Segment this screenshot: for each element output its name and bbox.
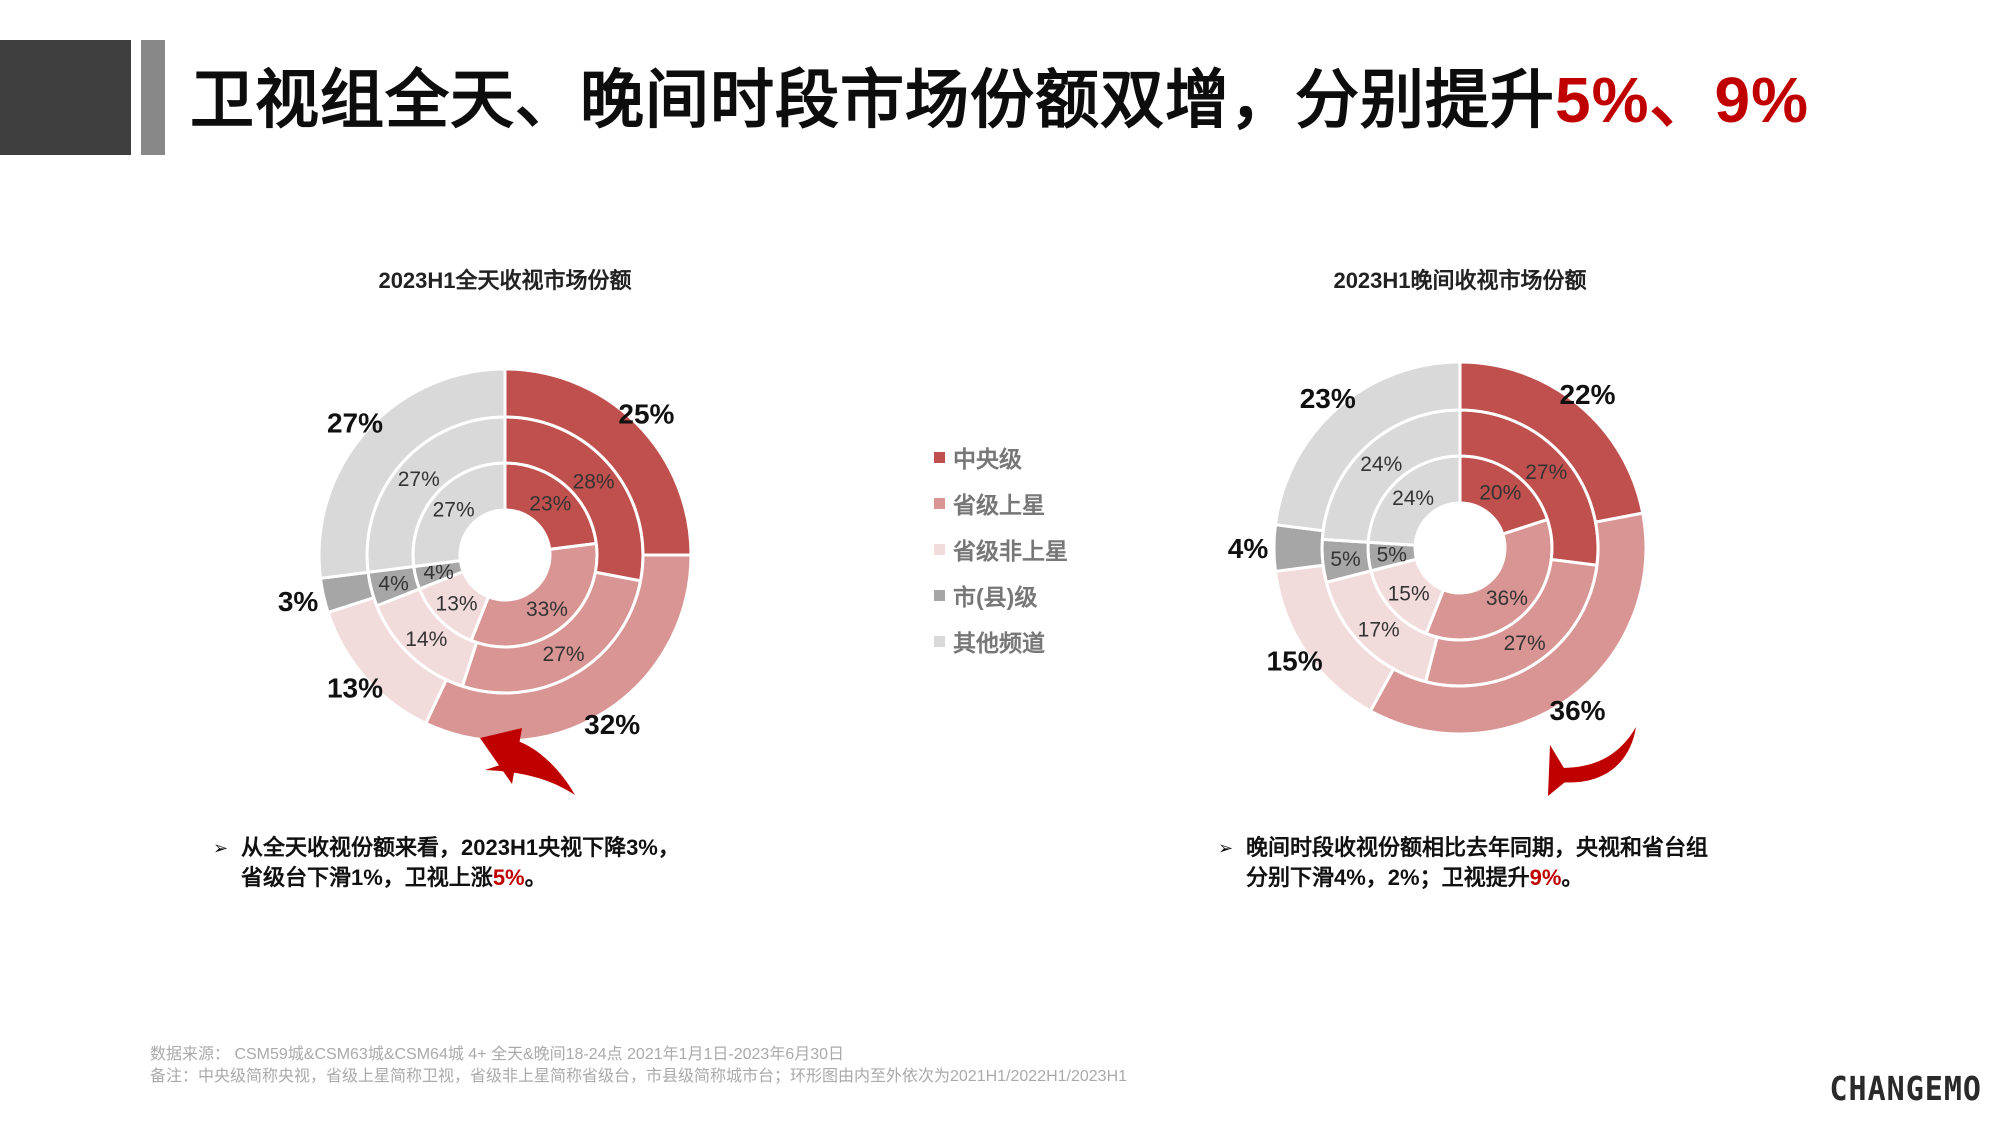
note-highlight: 9% (1529, 865, 1562, 890)
slice-label: 14% (405, 628, 447, 651)
note-text: 。 (524, 865, 547, 890)
slice-label: 4% (1228, 533, 1269, 564)
curved-arrow-right (1560, 727, 1636, 783)
slice-label: 28% (573, 471, 615, 494)
donut-slice (317, 367, 507, 580)
chart-title: 2023H1全天收视市场份额 (378, 268, 631, 293)
slice-label: 20% (1479, 482, 1521, 505)
slice-label: 3% (278, 586, 319, 617)
note-evening: ➢ 晚间时段收视份额相比去年同期，央视和省台组 分别下滑4%，2%；卫视提升9%… (1218, 833, 1708, 893)
legend-item: 市(县)级 (934, 572, 1068, 618)
legend-label: 中央级 (953, 446, 1022, 472)
legend-item: 中央级 (934, 434, 1068, 480)
slice-label: 23% (529, 493, 571, 516)
slice-label: 25% (618, 399, 674, 430)
legend-swatch (934, 589, 945, 601)
slice-label: 24% (1360, 453, 1402, 476)
slice-label: 23% (1300, 383, 1356, 414)
slice-label: 27% (543, 643, 585, 666)
note-line: 省级台下滑1%，卫视上涨5%。 (241, 863, 680, 893)
note-all-day: ➢ 从全天收视份额来看，2023H1央视下降3%， 省级台下滑1%，卫视上涨5%… (213, 833, 680, 893)
slice-label: 27% (327, 408, 383, 439)
note-line: 从全天收视份额来看，2023H1央视下降3%， (241, 835, 680, 860)
page-title-main: 卫视组全天、晚间时段市场份额双增，分别提升 (190, 64, 1555, 136)
brand-logo: CHANGEMO (1829, 1070, 1982, 1109)
slice-label: 27% (1504, 632, 1546, 655)
note-highlight: 5% (492, 865, 525, 890)
slice-label: 4% (423, 561, 453, 584)
slice-label: 13% (436, 592, 478, 615)
note-text: 。 (1561, 865, 1584, 890)
curved-arrow-right-head (1548, 745, 1570, 796)
title-accent-block (0, 40, 131, 155)
slice-label: 32% (584, 709, 640, 740)
note-text: 分别下滑4%，2%；卫视提升 (1246, 865, 1530, 890)
donut-slice (1272, 523, 1325, 573)
note-line: 晚间时段收视份额相比去年同期，央视和省台组 (1246, 835, 1709, 860)
page-title-highlight: 5%、9% (1555, 64, 1809, 136)
slice-label: 27% (398, 468, 440, 491)
footer-remark: 备注：中央级简称央视，省级上星简称卫视，省级非上星简称省级台，市县级简称城市台；… (150, 1068, 1128, 1085)
page-title: 卫视组全天、晚间时段市场份额双增，分别提升5%、9% (190, 58, 1809, 142)
legend-swatch (934, 497, 945, 509)
legend-label: 市(县)级 (953, 584, 1038, 610)
legend-label: 省级上星 (953, 492, 1045, 518)
curved-arrow-left (485, 738, 575, 795)
slice-label: 5% (1330, 548, 1360, 571)
slice-label: 17% (1358, 618, 1400, 641)
slice-label: 36% (1486, 587, 1528, 610)
chart-legend: 中央级 省级上星 省级非上星 市(县)级 其他频道 (934, 434, 1068, 664)
legend-item: 省级上星 (934, 480, 1068, 526)
legend-swatch (934, 451, 945, 463)
legend-swatch (934, 635, 945, 647)
slice-label: 4% (378, 573, 408, 596)
title-accent-bar (141, 40, 165, 155)
slice-label: 27% (433, 499, 475, 522)
slice-label: 15% (1267, 645, 1323, 676)
donut-slice (1273, 360, 1462, 533)
footer-source: 数据来源： CSM59城&CSM63城&CSM64城 4+ 全天&晚间18-24… (150, 1046, 845, 1063)
slice-label: 36% (1550, 695, 1606, 726)
bullet-arrow-icon: ➢ (1218, 838, 1234, 858)
donut-slice (1368, 511, 1648, 736)
legend-label: 省级非上星 (953, 538, 1068, 564)
legend-label: 其他频道 (953, 630, 1045, 656)
slice-label: 22% (1559, 379, 1615, 410)
slice-label: 27% (1525, 461, 1567, 484)
donut-chart-all-day: 2023H1全天收视市场份额 23% 33% 13% 4% 27% 28% 27% 14% 4% 2… (278, 268, 693, 743)
legend-item: 其他频道 (934, 618, 1068, 664)
slice-label: 15% (1388, 582, 1430, 605)
slice-label: 5% (1377, 543, 1407, 566)
chart-title: 2023H1晚间收视市场份额 (1333, 268, 1586, 293)
bullet-arrow-icon: ➢ (213, 838, 229, 858)
note-text: 省级台下滑1%，卫视上涨 (241, 865, 493, 890)
donut-chart-evening: 2023H1晚间收视市场份额 20% 36% 15% 5% 24% 27% 27% 17% 5% 2… (1228, 268, 1648, 736)
slice-label: 24% (1392, 487, 1434, 510)
note-line: 分别下滑4%，2%；卫视提升9%。 (1246, 863, 1708, 893)
legend-swatch (934, 543, 945, 555)
slice-label: 33% (526, 598, 568, 621)
slice-label: 13% (327, 672, 383, 703)
curved-arrow-left-head (480, 728, 522, 784)
legend-item: 省级非上星 (934, 526, 1068, 572)
